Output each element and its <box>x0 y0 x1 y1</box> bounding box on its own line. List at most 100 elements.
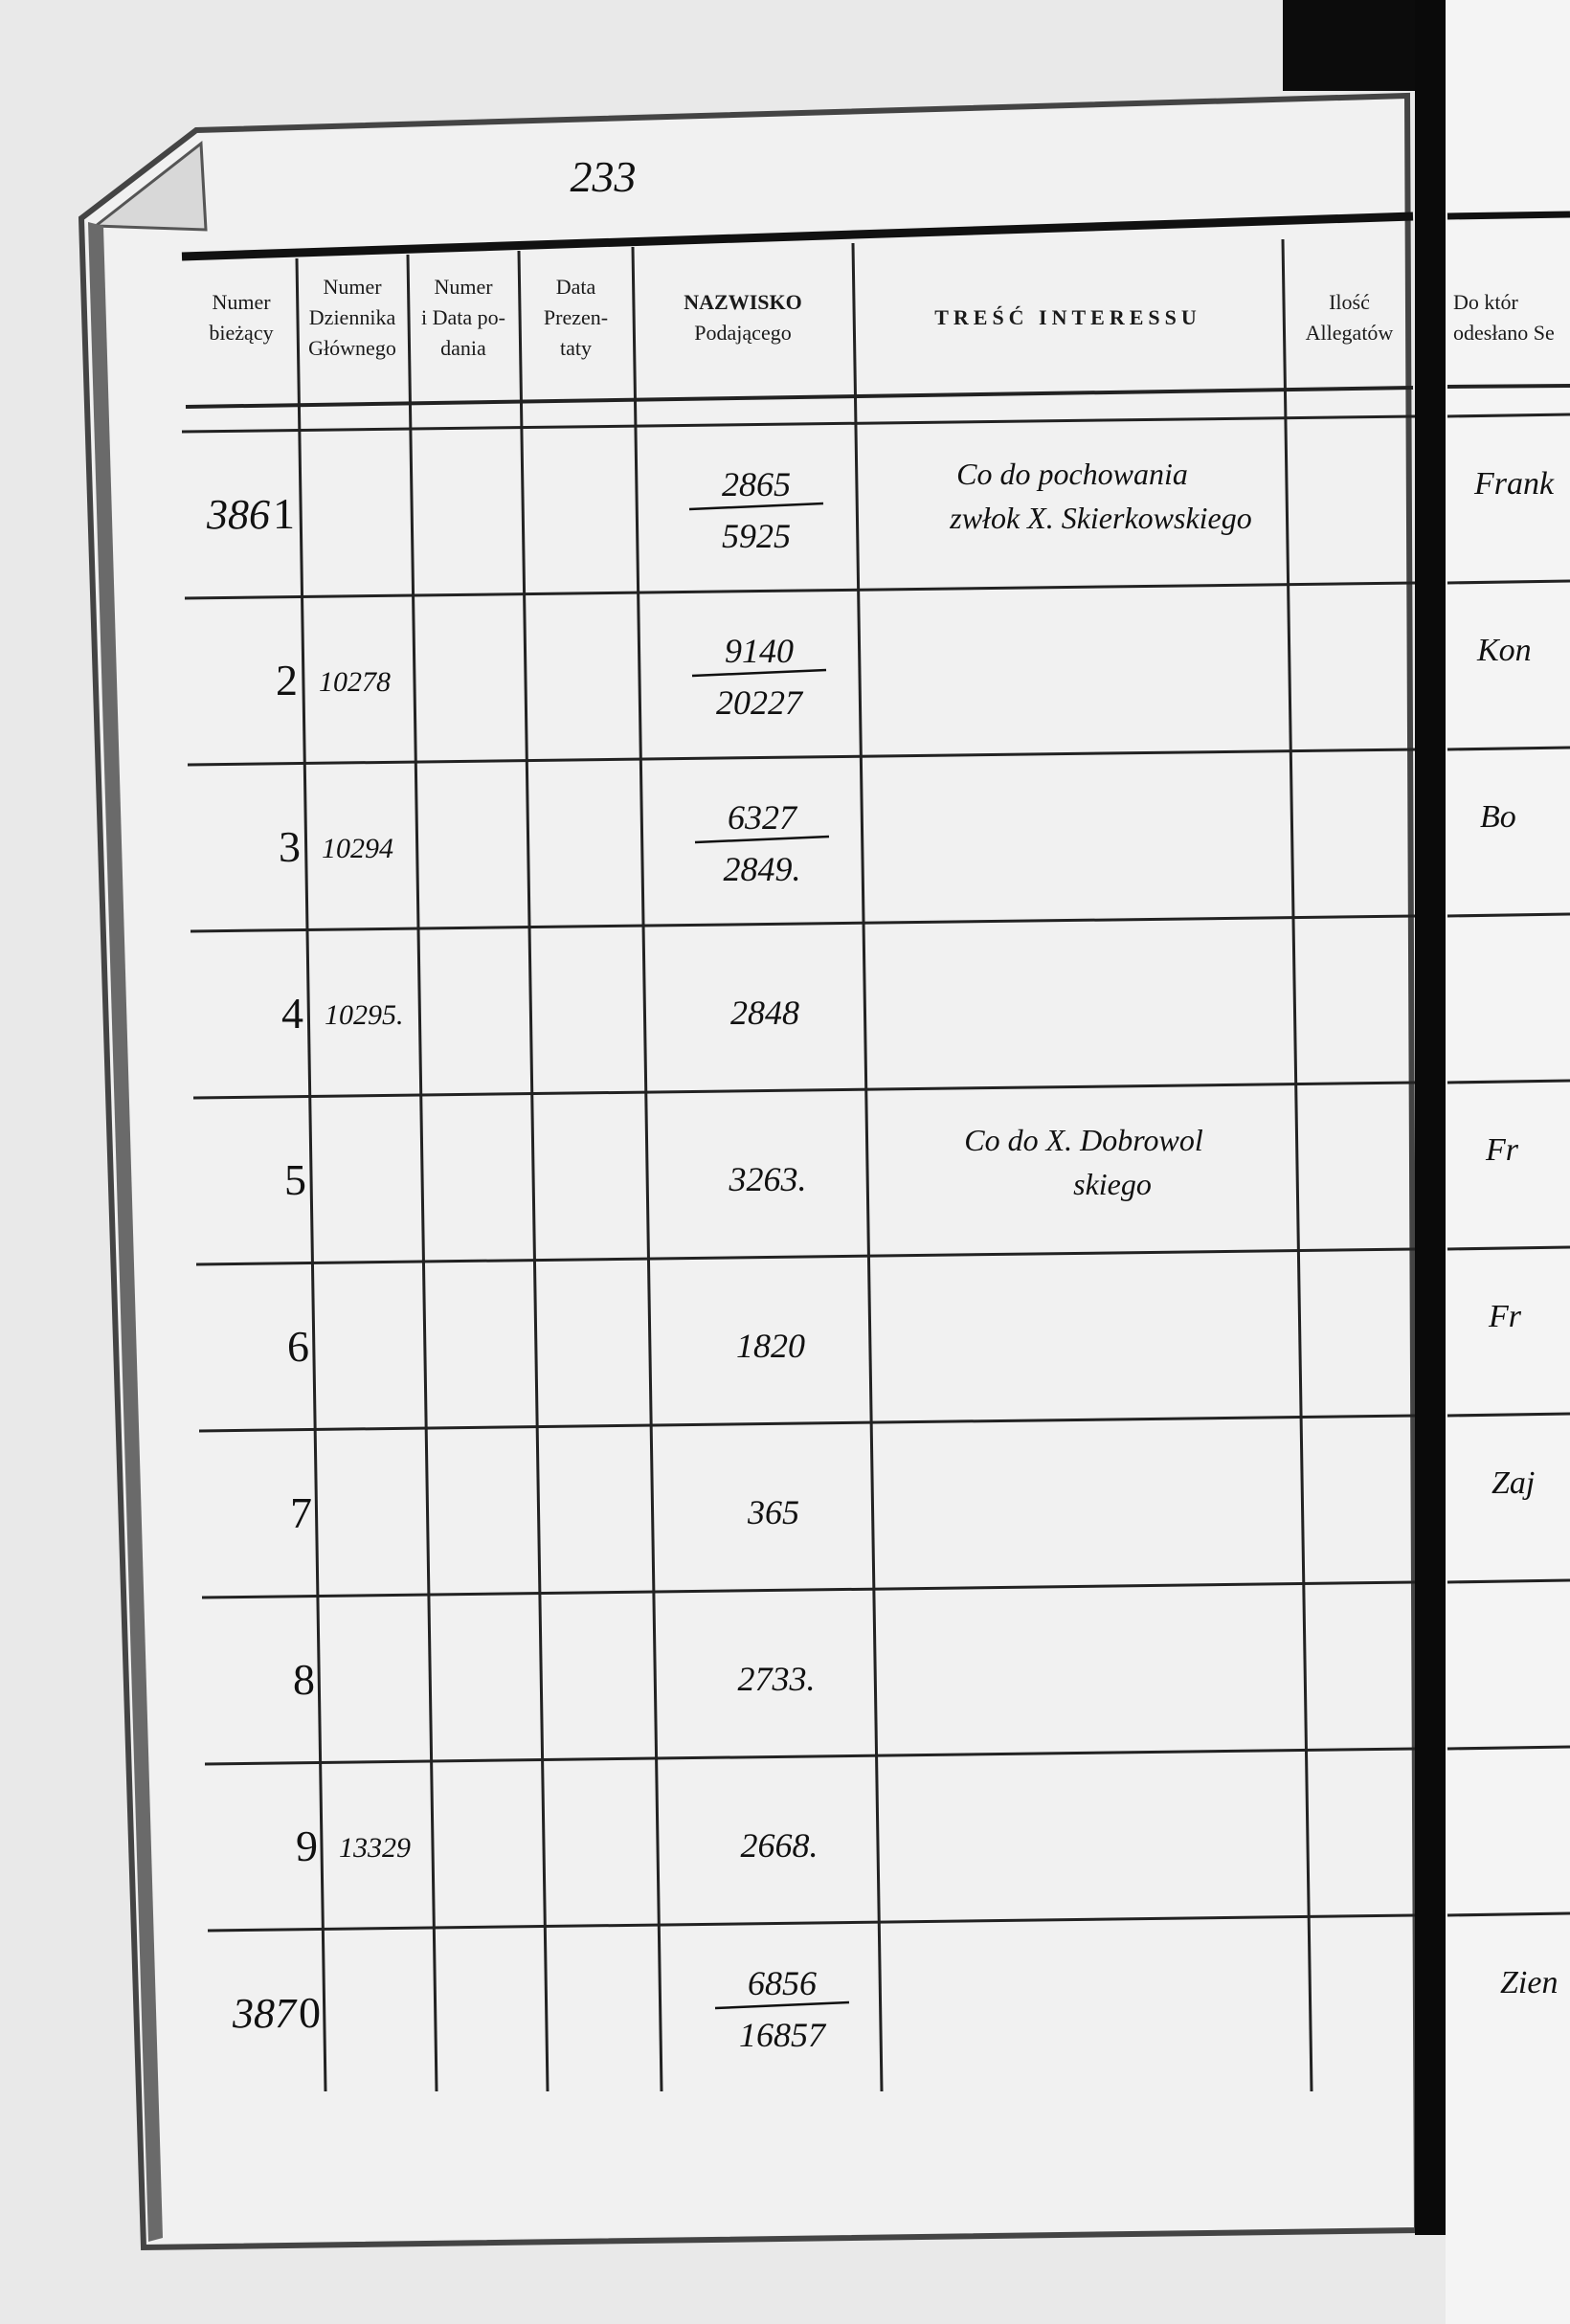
fraction-bar <box>714 2000 850 2010</box>
name-number: 365 <box>747 1493 799 1531</box>
dark-band <box>1283 0 1417 91</box>
column-header: i Data po- <box>421 305 505 329</box>
sent-to: Bo <box>1480 799 1516 835</box>
row-number-prefix: 387 <box>232 1990 298 2037</box>
row-rule <box>187 748 1416 767</box>
name-number: 2733. <box>738 1660 816 1698</box>
column-header: Data <box>556 275 596 299</box>
row-rule <box>192 1081 1416 1100</box>
column-header: Ilość <box>1329 290 1370 314</box>
spine <box>1415 91 1446 2235</box>
content-text: zwłok X. Skierkowskiego <box>949 501 1251 535</box>
row-number: 0 <box>299 1988 321 2037</box>
page-number: 233 <box>571 152 637 201</box>
row-rule <box>201 1580 1416 1599</box>
journal-number: 13329 <box>339 1832 411 1864</box>
journal-number: 10295. <box>325 999 404 1031</box>
content-text: Co do pochowania <box>956 457 1188 491</box>
content: Numer bieżący Numer Dziennika Głównego Numer i… <box>206 275 1558 2054</box>
grid <box>181 238 1570 2092</box>
row-rule <box>184 581 1416 600</box>
column-header: bieżący <box>209 321 273 345</box>
header-rule <box>185 386 1414 409</box>
column-rule <box>631 246 663 2092</box>
page-board <box>78 92 1421 2251</box>
column-header: taty <box>560 336 592 360</box>
column-rule <box>517 250 550 2092</box>
spine-top <box>1415 0 1446 91</box>
top-rule <box>181 212 1414 261</box>
content-text: Co do X. Dobrowol <box>964 1123 1203 1157</box>
row-number: 9 <box>296 1821 318 1870</box>
name-numerator: 6856 <box>748 1964 817 2002</box>
column-header: Numer <box>212 290 271 314</box>
row-number: 5 <box>284 1155 306 1204</box>
column-header: TREŚĆ INTERESSU <box>934 305 1201 329</box>
column-header: Podającego <box>694 321 791 345</box>
row-number: 6 <box>287 1322 309 1371</box>
name-denominator: 16857 <box>739 2016 827 2054</box>
row-rule-right <box>1447 1079 1570 1084</box>
column-rule <box>1281 238 1313 2092</box>
row-rule <box>204 1747 1416 1766</box>
row-number-prefix: 386 <box>206 491 270 538</box>
row-number: 2 <box>276 656 298 704</box>
journal-number: 10278 <box>319 666 391 698</box>
name-numerator: 9140 <box>725 632 794 670</box>
row-number: 4 <box>281 989 303 1038</box>
name-numerator: 6327 <box>728 798 798 837</box>
column-rule <box>851 242 884 2092</box>
row-rule <box>198 1414 1416 1433</box>
row-rule-right <box>1447 1578 1570 1584</box>
column-header: Numer <box>323 275 382 299</box>
row-rule-right <box>1447 1245 1570 1251</box>
page-edge <box>88 222 163 2242</box>
row-rule-right <box>1447 746 1570 751</box>
column-header: Głównego <box>308 336 396 360</box>
sent-to: Kon <box>1476 633 1532 668</box>
row-number: 3 <box>279 822 301 871</box>
row-rule <box>195 1247 1416 1266</box>
row-rule-right <box>1447 1412 1570 1418</box>
sent-to: Frank <box>1473 466 1555 502</box>
sent-to: Fr <box>1485 1132 1519 1168</box>
row-number: 1 <box>273 489 295 538</box>
row-rule-right <box>1447 1911 1570 1917</box>
row-number: 7 <box>290 1488 312 1537</box>
name-number: 3263. <box>729 1160 807 1198</box>
column-header: odesłano Se <box>1453 321 1555 345</box>
fraction-bar <box>691 668 827 678</box>
name-numerator: 2865 <box>722 465 791 503</box>
name-number: 2668. <box>741 1826 819 1865</box>
sent-to: Fr <box>1488 1299 1522 1334</box>
header-rule-right <box>1447 384 1570 389</box>
content-text: skiego <box>1073 1167 1152 1201</box>
row-rule-right <box>1447 1745 1570 1751</box>
column-header: Dziennika <box>309 305 396 329</box>
name-number: 1820 <box>736 1327 805 1365</box>
row-rule <box>181 414 1416 434</box>
journal-number: 10294 <box>322 833 393 864</box>
sent-to: Zien <box>1500 1965 1558 2000</box>
name-denominator: 5925 <box>722 517 791 555</box>
row-rule-right <box>1447 579 1570 585</box>
row-rule <box>207 1913 1416 1933</box>
name-number: 2848 <box>730 994 799 1032</box>
name-denominator: 20227 <box>716 683 804 722</box>
fraction-bar <box>688 502 824 511</box>
column-header: Prezen- <box>544 305 608 329</box>
sent-to: Zaj <box>1492 1465 1535 1501</box>
row-rule <box>190 914 1416 933</box>
column-header: NAZWISKO <box>684 290 801 314</box>
row-rule-right <box>1447 912 1570 918</box>
column-rule <box>295 257 327 2092</box>
row-rule-right <box>1447 413 1570 418</box>
name-denominator: 2849. <box>724 850 801 888</box>
corner-fold <box>91 141 208 232</box>
column-header: Numer <box>434 275 493 299</box>
column-header: Do któr <box>1453 290 1519 314</box>
row-number: 8 <box>293 1655 315 1704</box>
